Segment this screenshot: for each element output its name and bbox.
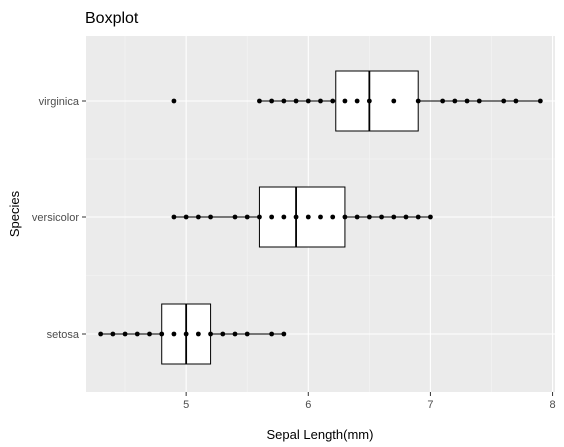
y-axis: setosa versicolor virginica — [32, 96, 86, 341]
data-point — [281, 98, 287, 104]
y-axis-title: Species — [7, 190, 22, 237]
data-point — [269, 331, 275, 337]
data-point — [293, 98, 299, 104]
data-point — [318, 214, 323, 220]
box-virginica — [335, 70, 419, 132]
data-point — [366, 214, 372, 220]
data-point — [208, 214, 213, 220]
y-tick-label: versicolor — [32, 212, 79, 224]
x-axis: 5 6 7 8 — [183, 392, 556, 411]
data-point — [98, 331, 104, 337]
data-point — [415, 98, 421, 104]
data-point — [232, 331, 238, 337]
data-point — [159, 331, 165, 337]
x-tick-label: 5 — [183, 399, 189, 411]
data-point — [110, 331, 116, 337]
data-point — [281, 214, 287, 220]
data-point — [147, 331, 152, 337]
data-point — [195, 214, 201, 220]
y-tick-label: setosa — [47, 329, 80, 341]
data-point — [366, 98, 372, 104]
data-point — [195, 331, 201, 337]
point-layer — [98, 98, 543, 337]
data-point — [269, 98, 275, 104]
data-point — [171, 214, 177, 220]
data-point — [391, 98, 397, 104]
data-point — [269, 214, 275, 220]
data-point — [122, 331, 128, 337]
data-point — [257, 214, 262, 220]
data-point — [354, 98, 360, 104]
data-point — [171, 98, 177, 104]
data-point — [501, 98, 507, 104]
data-point — [513, 98, 519, 104]
data-point — [183, 214, 189, 220]
chart-title: Boxplot — [85, 10, 139, 27]
data-point — [244, 214, 250, 220]
data-point — [428, 214, 433, 220]
data-point — [208, 331, 213, 337]
data-point — [391, 214, 397, 220]
x-tick-label: 8 — [549, 399, 555, 411]
data-point — [330, 98, 336, 104]
data-point — [330, 214, 336, 220]
data-point — [134, 331, 140, 337]
data-point — [305, 98, 311, 104]
data-point — [171, 331, 177, 337]
data-point — [293, 214, 299, 220]
x-tick-label: 6 — [305, 399, 311, 411]
data-point — [220, 331, 226, 337]
data-point — [464, 98, 470, 104]
data-point — [415, 214, 421, 220]
data-point — [281, 331, 287, 337]
data-point — [476, 98, 482, 104]
data-point — [537, 98, 543, 104]
data-point — [440, 98, 446, 104]
data-point — [318, 98, 323, 104]
data-point — [354, 214, 360, 220]
x-axis-title: Sepal Length(mm) — [267, 427, 374, 442]
y-tick-label: virginica — [39, 96, 80, 108]
data-point — [342, 98, 348, 104]
data-point — [305, 214, 311, 220]
data-point — [403, 214, 409, 220]
data-point — [452, 98, 458, 104]
data-point — [244, 331, 250, 337]
data-point — [232, 214, 238, 220]
x-tick-label: 7 — [427, 399, 433, 411]
data-point — [257, 98, 262, 104]
data-point — [379, 214, 384, 220]
data-point — [342, 214, 348, 220]
data-point — [183, 331, 189, 337]
